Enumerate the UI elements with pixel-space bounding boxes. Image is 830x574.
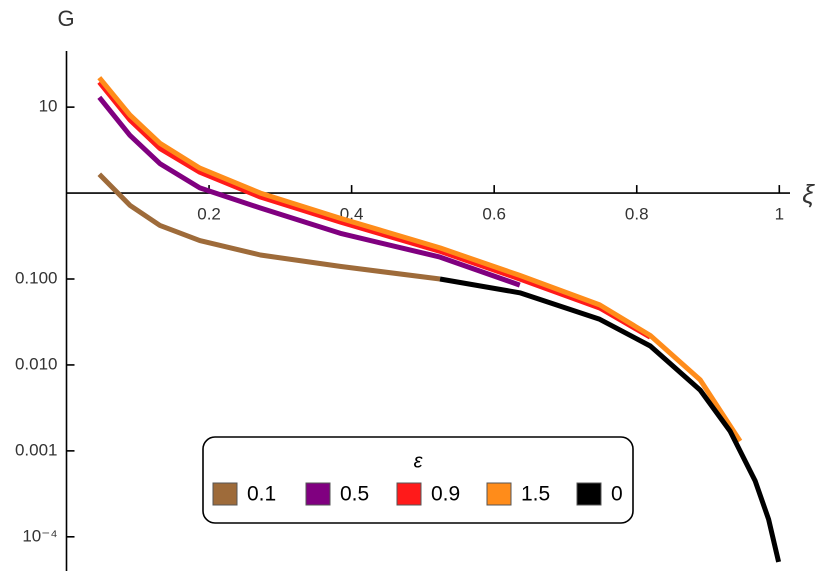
y-tick-label: 0.001: [15, 440, 58, 459]
legend-title: ε: [414, 450, 424, 472]
x-tick-label: 1: [775, 205, 784, 224]
series-line: [97, 95, 521, 288]
x-tick-label: 0.8: [625, 205, 649, 224]
y-tick-label: 0.010: [15, 354, 58, 373]
legend-label: 1.5: [521, 483, 550, 506]
legend: ε 0.1 0.5 0.9 1.5 0: [202, 436, 634, 524]
x-axis-label: ξ: [802, 179, 815, 209]
series-line: [97, 80, 652, 340]
legend-label: 0.9: [431, 483, 460, 506]
legend-swatch: [305, 482, 331, 506]
x-tick-label: 0.2: [197, 205, 221, 224]
legend-swatch: [576, 482, 602, 506]
legend-label: 0: [611, 483, 623, 506]
legend-swatch: [212, 482, 238, 506]
y-tick-label: 10⁻⁴: [22, 526, 57, 545]
legend-swatch: [396, 482, 422, 506]
legend-label: 0.5: [340, 483, 369, 506]
series-line: [97, 172, 441, 282]
x-tick-label: 0.6: [482, 205, 506, 224]
series-line: [97, 76, 743, 443]
y-axis-label: G: [57, 6, 74, 31]
series-line: [439, 276, 782, 563]
y-tick-label: 0.100: [15, 268, 58, 287]
legend-swatch: [486, 482, 512, 506]
legend-label: 0.1: [247, 483, 276, 506]
y-tick-label: 10: [39, 97, 58, 116]
